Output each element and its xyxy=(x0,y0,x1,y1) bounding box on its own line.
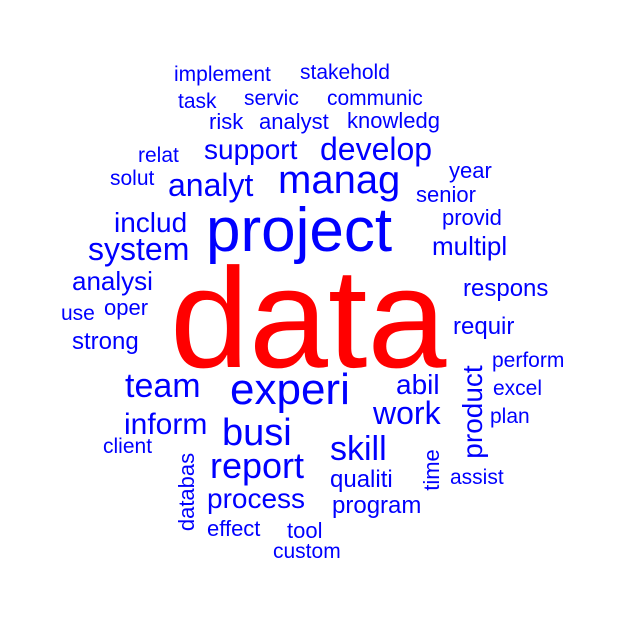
word-provid: provid xyxy=(442,205,502,230)
word-abil: abil xyxy=(396,369,440,400)
word-data: data xyxy=(170,239,447,398)
word-analyt: analyt xyxy=(168,167,254,203)
word-qualiti: qualiti xyxy=(330,466,393,493)
word-support: support xyxy=(204,134,298,165)
word-relat: relat xyxy=(138,144,179,167)
word-requir: requir xyxy=(453,313,515,340)
word-databas: databas xyxy=(174,452,199,532)
word-implement: implement xyxy=(174,63,271,86)
word-experi: experi xyxy=(230,365,350,414)
word-strong: strong xyxy=(72,328,139,355)
word-servic: servic xyxy=(244,87,299,110)
word-plan: plan xyxy=(490,405,530,428)
word-solut: solut xyxy=(110,167,155,190)
word-includ: includ xyxy=(114,207,188,238)
word-assist: assist xyxy=(450,466,504,489)
word-project: project xyxy=(206,196,393,265)
word-effect: effect xyxy=(207,516,261,541)
word-manag: manag xyxy=(278,158,401,202)
word-system: system xyxy=(88,231,190,267)
word-analysi: analysi xyxy=(72,266,153,296)
word-time: time xyxy=(419,449,444,491)
word-develop: develop xyxy=(320,131,433,167)
word-team: team xyxy=(125,367,201,405)
word-excel: excel xyxy=(493,377,543,400)
word-inform: inform xyxy=(124,408,208,441)
word-stakehold: stakehold xyxy=(300,61,390,84)
word-program: program xyxy=(332,492,422,519)
word-use: use xyxy=(61,302,95,325)
word-product: product xyxy=(457,365,488,459)
word-year: year xyxy=(449,158,492,183)
word-task: task xyxy=(178,90,217,113)
word-report: report xyxy=(210,445,305,486)
word-work: work xyxy=(373,395,441,431)
word-analyst: analyst xyxy=(259,109,329,134)
word-tool: tool xyxy=(287,518,323,543)
word-process: process xyxy=(207,483,306,514)
word-busi: busi xyxy=(222,412,292,454)
word-risk: risk xyxy=(209,109,244,134)
word-multipl: multipl xyxy=(432,231,508,261)
word-senior: senior xyxy=(416,182,476,207)
word-custom: custom xyxy=(273,540,341,563)
word-skill: skill xyxy=(330,430,387,468)
word-respons: respons xyxy=(463,275,549,302)
word-client: client xyxy=(103,435,153,458)
word-communic: communic xyxy=(327,87,423,110)
word-oper: oper xyxy=(104,295,149,320)
word-knowledg: knowledg xyxy=(347,108,440,133)
word-perform: perform xyxy=(492,349,565,372)
